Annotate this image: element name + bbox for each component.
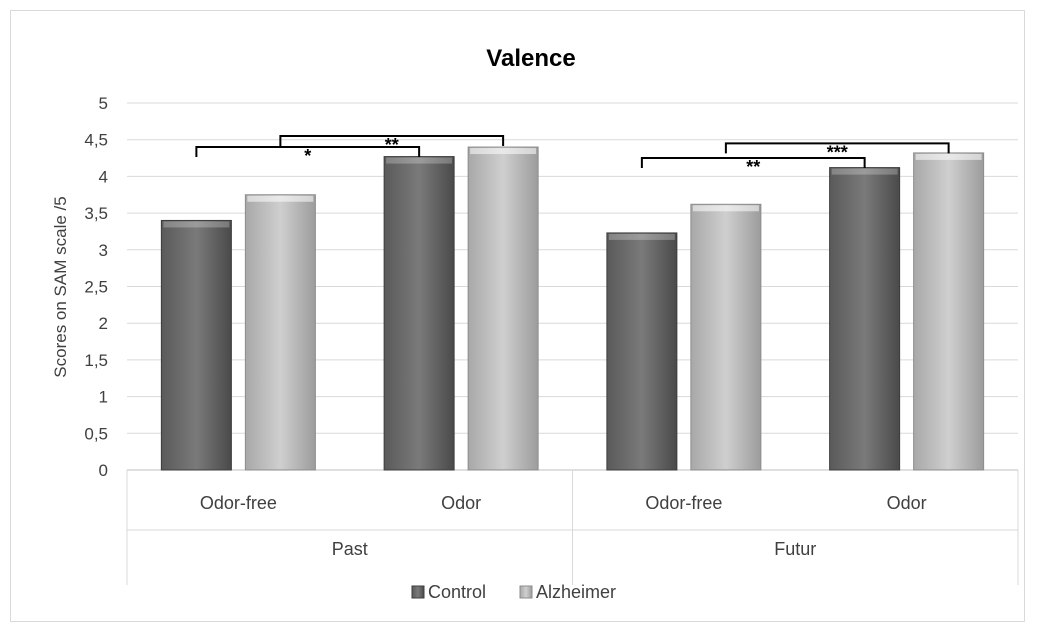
bar-control-1 <box>383 156 455 471</box>
legend-swatch-alzheimer <box>519 585 533 599</box>
group-label: Futur <box>774 539 816 559</box>
significance-brackets: ******** <box>195 135 950 177</box>
category-label: Odor <box>887 493 927 513</box>
y-tick-label: 3,5 <box>84 204 108 223</box>
y-tick-label: 4 <box>99 167 108 186</box>
category-labels: Odor-free Odor Odor-free Odor Past Futur <box>200 493 927 559</box>
y-axis-label: Scores on SAM scale /5 <box>51 196 70 377</box>
y-tick-label: 4,5 <box>84 131 108 150</box>
bars <box>160 146 985 471</box>
y-tick-label: 5 <box>99 94 108 113</box>
y-tick-label: 2,5 <box>84 278 108 297</box>
y-tick-label: 0,5 <box>84 424 108 443</box>
bar-control-3 <box>829 167 901 471</box>
y-tick-label: 1 <box>99 388 108 407</box>
chart-title: Valence <box>486 45 575 72</box>
category-label: Odor-free <box>200 493 277 513</box>
legend-label-control: Control <box>428 582 486 602</box>
legend-swatch-control <box>411 585 425 599</box>
bar-highlight <box>831 168 898 175</box>
bar-highlight <box>386 157 453 164</box>
y-tick-label: 0 <box>99 461 108 480</box>
significance-bracket <box>724 142 950 154</box>
group-label: Past <box>332 539 368 559</box>
y-tick-label: 1,5 <box>84 351 108 370</box>
bar-alzheimer-0 <box>244 194 316 471</box>
bar-alzheimer-1 <box>467 146 539 471</box>
bar-highlight <box>692 205 759 212</box>
bar-alzheimer-2 <box>690 203 762 471</box>
bar-highlight <box>608 233 675 240</box>
bar-highlight <box>470 148 537 155</box>
y-tick-label: 2 <box>99 314 108 333</box>
significance-label: *** <box>827 142 848 162</box>
significance-label: * <box>304 146 311 166</box>
significance-label: ** <box>746 157 760 177</box>
legend-label-alzheimer: Alzheimer <box>536 582 616 602</box>
significance-bracket <box>640 157 866 169</box>
category-label: Odor <box>441 493 481 513</box>
significance-bracket <box>195 146 421 158</box>
y-tick-label: 3 <box>99 241 108 260</box>
significance-label: ** <box>385 135 399 155</box>
bar-control-2 <box>606 232 678 471</box>
bar-highlight <box>915 153 982 160</box>
y-tick-labels: 0 0,5 1 1,5 2 2,5 3 3,5 4 4,5 5 <box>84 94 108 480</box>
legend: Control Alzheimer <box>411 582 616 602</box>
bar-control-0 <box>160 219 232 471</box>
category-label: Odor-free <box>645 493 722 513</box>
bar-highlight <box>247 195 314 202</box>
significance-bracket <box>279 135 505 147</box>
bar-alzheimer-3 <box>913 152 985 471</box>
bar-highlight <box>163 221 230 228</box>
axis-lines <box>126 470 1019 585</box>
